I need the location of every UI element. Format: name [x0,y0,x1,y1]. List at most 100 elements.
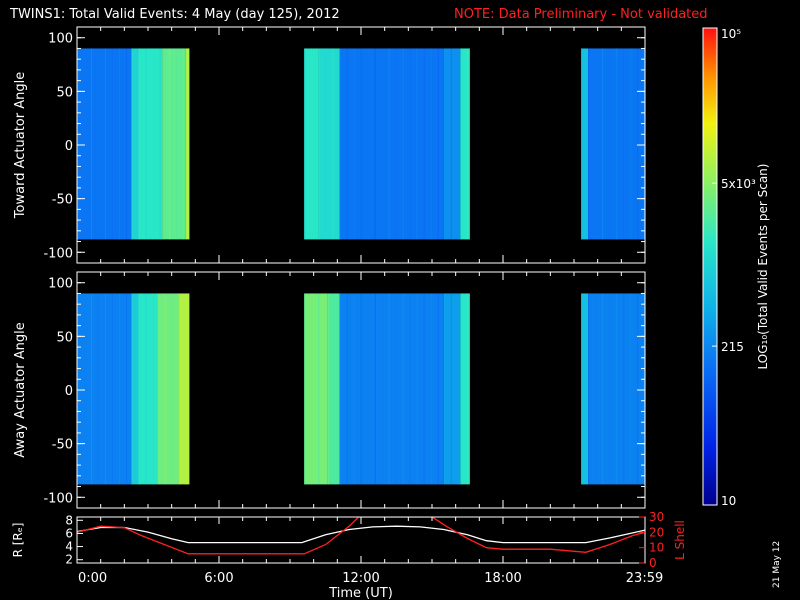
heatmap-streak [98,293,99,485]
y-tick-label: 50 [56,85,73,100]
heatmap-block [157,293,179,485]
heatmap-block [339,293,444,485]
heatmap-streak [346,293,348,485]
heatmap-streak [84,48,85,240]
heatmap-streak [623,48,625,240]
heatmap-streak [112,48,113,240]
colorbar-tick-label: 10 [721,494,736,508]
heatmap-streak [595,48,597,240]
heatmap-block [131,293,139,485]
heatmap-streak [416,48,418,240]
x-tick-label: 6:00 [204,571,233,586]
y-right-axis-label: L Shell [673,520,687,560]
chart-title: TWINS1: Total Valid Events: 4 May (day 1… [10,7,340,22]
heatmap-streak [91,293,92,485]
heatmap-streak [402,48,404,240]
heatmap-block [162,48,186,240]
heatmap-streak [588,293,590,485]
y-right-tick-label: 20 [649,525,664,539]
heatmap-streak [581,48,583,240]
heatmap-streak [388,48,390,240]
heatmap-streak [112,293,113,485]
heatmap-streak [98,48,99,240]
heatmap-streak [176,48,178,240]
heatmap-streak [402,293,404,485]
heatmap-streak [450,293,452,485]
heatmap-streak [157,293,159,485]
y-tick-label: 2 [65,553,73,567]
y-tick-label: 0 [65,384,73,399]
y-tick-label: 0 [65,139,73,154]
heatmap-block [77,48,132,240]
heatmap-streak [630,293,632,485]
heatmap-block [460,48,470,240]
heatmap-streak [119,293,120,485]
colorbar-frame [702,27,718,506]
heatmap-streak [311,293,313,485]
heatmap-streak [178,293,180,485]
x-tick-label: 0:00 [78,571,107,586]
heatmap-streak [623,293,625,485]
y-tick-label: 6 [65,526,73,540]
heatmap-block [581,48,589,240]
away-panel: -100 -50 0 50 100 Away Actuator Angle [13,271,646,509]
heatmap-streak [131,48,133,240]
heatmap-streak [304,48,306,240]
heatmap-streak [138,48,140,240]
colorbar-tick-label: 215 [721,340,744,354]
heatmap-block [178,293,190,485]
heatmap-streak [450,48,452,240]
heatmap-block [77,293,132,485]
heatmap-streak [457,293,459,485]
heatmap-streak [145,48,147,240]
date-stamp: 21 May 12 [772,540,782,588]
heatmap-streak [84,293,85,485]
heatmap-streak [325,48,327,240]
heatmap-streak [467,293,469,485]
heatmap-streak [602,293,604,485]
heatmap-streak [637,293,639,485]
heatmap-streak [159,48,161,240]
heatmap-streak [388,293,390,485]
heatmap-streak [374,293,376,485]
heatmap-streak [346,48,348,240]
heatmap-streak [409,48,411,240]
heatmap-streak [395,293,397,485]
heatmap-streak [164,293,166,485]
heatmap-streak [423,48,425,240]
heatmap-streak [138,293,140,485]
y-tick-label: 50 [56,330,73,345]
y-tick-label: -50 [52,193,73,208]
heatmap-block [304,293,328,485]
heatmap-block [138,293,158,485]
heatmap-block [138,48,163,240]
x-tick-label: 12:00 [342,571,379,586]
heatmap-streak [162,48,164,240]
heatmap-streak [353,48,355,240]
heatmap-streak [616,48,618,240]
radius-line [77,525,645,544]
heatmap-streak [437,48,439,240]
heatmap-streak [360,48,362,240]
heatmap-streak [430,48,432,240]
heatmap-block [581,293,589,485]
heatmap-streak [460,293,462,485]
heatmap-block [460,293,470,485]
y-tick-label: -100 [43,491,73,506]
heatmap-streak [105,293,106,485]
heatmap-streak [381,48,383,240]
heatmap-streak [327,293,329,485]
y-right-tick-label: 30 [649,510,664,524]
y-axis-label: Away Actuator Angle [13,322,28,457]
heatmap-streak [602,48,604,240]
heatmap-streak [339,48,341,240]
heatmap-streak [367,48,369,240]
heatmap-block [185,48,190,240]
heatmap-streak [171,293,173,485]
heatmap-streak [430,293,432,485]
heatmap-streak [637,48,639,240]
heatmap-streak [581,293,583,485]
x-tick-label: 23:59 [626,571,663,586]
